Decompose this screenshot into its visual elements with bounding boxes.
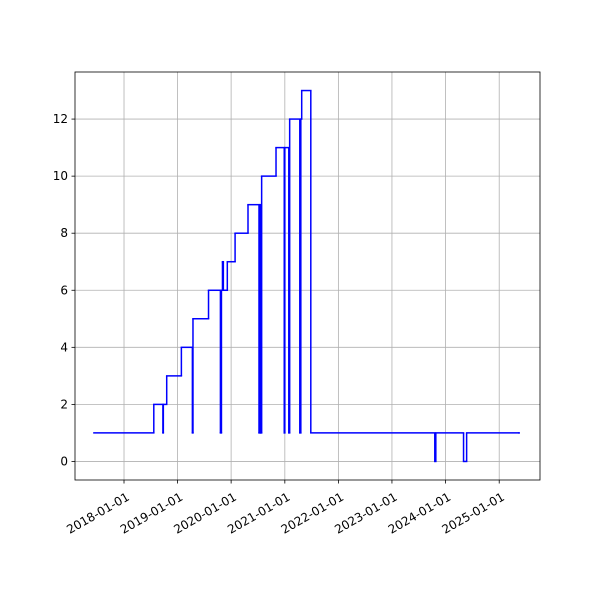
axes-frame — [74, 71, 541, 481]
y-tick-label: 2 — [60, 397, 68, 411]
plot — [93, 89, 520, 463]
y-tick-label: 6 — [60, 283, 68, 297]
y-tick-label: 10 — [53, 169, 68, 183]
grid — [75, 72, 540, 480]
y-tick-label: 12 — [53, 112, 68, 126]
y-tick-label: 4 — [60, 340, 68, 354]
y-tick-label: 0 — [60, 454, 68, 468]
y-tick-label: 8 — [60, 226, 68, 240]
